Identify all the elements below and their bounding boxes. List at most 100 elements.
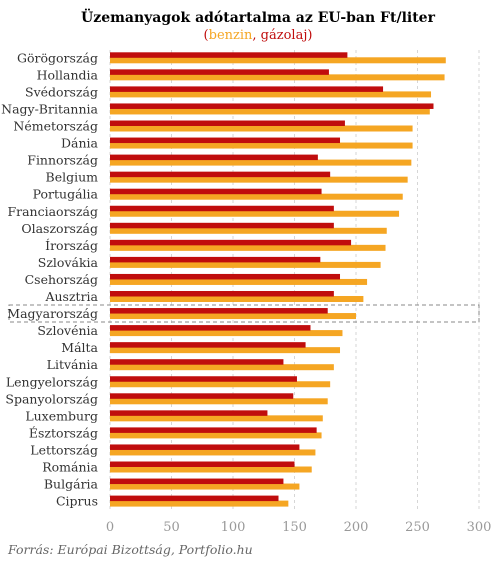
- source-note: Forrás: Európai Bizottság, Portfolio.hu: [7, 542, 253, 557]
- bar-gazolaj: [110, 325, 311, 331]
- category-label: Bulgária: [44, 477, 99, 492]
- category-label: Portugália: [33, 187, 99, 202]
- category-label: Finnország: [27, 153, 98, 168]
- bar-gazolaj: [110, 103, 434, 109]
- category-label: Svédország: [25, 84, 98, 99]
- bar-benzin: [110, 278, 368, 285]
- category-label: Szlovénia: [37, 323, 98, 338]
- bar-benzin: [110, 330, 343, 337]
- category-label: Szlovákia: [38, 255, 99, 270]
- category-label: Magyarország: [7, 306, 98, 321]
- category-label: Lengyelország: [6, 374, 98, 389]
- bar-gazolaj: [110, 52, 348, 58]
- category-label: Dánia: [61, 136, 99, 151]
- bar-gazolaj: [110, 393, 294, 399]
- subtitle-close: ): [307, 28, 312, 43]
- bar-gazolaj: [110, 444, 300, 450]
- category-label: Lettország: [30, 442, 98, 457]
- bar-gazolaj: [110, 273, 341, 280]
- bar-gazolaj: [110, 86, 384, 92]
- highlight-box: [8, 304, 480, 323]
- bar-gazolaj: [110, 495, 279, 502]
- bar-gazolaj: [110, 342, 306, 348]
- bar-gazolaj: [110, 188, 322, 195]
- category-labels: Görögország Hollandia Svédország Nagy-Brita…: [1, 50, 98, 508]
- category-label: Hollandia: [37, 67, 99, 82]
- category-label: Spanyolország: [5, 391, 98, 406]
- bar-benzin: [110, 483, 300, 490]
- bar-gazolaj: [110, 427, 317, 433]
- bar-gazolaj: [110, 461, 295, 467]
- category-label: Litvánia: [47, 357, 99, 372]
- subtitle-open: (: [204, 28, 209, 43]
- bar-benzin: [110, 108, 430, 115]
- x-tick-label: 0: [106, 520, 114, 535]
- bar-benzin: [110, 381, 331, 388]
- bar-benzin: [110, 296, 364, 302]
- bar-benzin: [110, 313, 356, 320]
- category-label: Franciaország: [7, 204, 98, 219]
- category-label: Észtország: [29, 425, 98, 440]
- category-label: Csehország: [25, 272, 98, 287]
- category-label: Belgium: [46, 170, 99, 185]
- category-label: Írország: [45, 238, 98, 253]
- chart-title: Üzemanyagok adótartalma az EU-ban Ft/lit…: [81, 7, 436, 26]
- bar-benzin: [110, 244, 386, 251]
- bar-gazolaj: [110, 222, 334, 229]
- bar-gazolaj: [110, 69, 329, 75]
- x-tick-label: 50: [163, 520, 180, 535]
- bar-benzin: [110, 210, 400, 217]
- bar-gazolaj: [110, 359, 284, 365]
- bar-gazolaj: [110, 120, 345, 126]
- category-label: Ciprus: [56, 494, 98, 509]
- category-label: Ausztria: [44, 289, 98, 304]
- bar-gazolaj: [110, 137, 341, 144]
- bar-gazolaj: [110, 291, 334, 297]
- subtitle-series-benzin: benzin: [209, 28, 253, 43]
- bar-benzin: [110, 57, 446, 64]
- bar-gazolaj: [110, 308, 328, 314]
- x-tick-label: 100: [221, 520, 246, 535]
- x-axis-ticks: 0 50 100 150 200 250 300: [106, 520, 492, 535]
- bar-gazolaj: [110, 256, 321, 263]
- bar-benzin: [110, 91, 432, 98]
- category-label: Luxemburg: [25, 408, 98, 423]
- bar-benzin: [110, 159, 412, 166]
- x-tick-label: 300: [467, 520, 492, 535]
- x-tick-label: 250: [405, 520, 430, 535]
- bar-benzin: [110, 415, 323, 422]
- category-label: Románia: [42, 460, 98, 475]
- category-label: Nagy-Britannia: [1, 101, 98, 116]
- bar-gazolaj: [110, 410, 268, 416]
- bars: [8, 52, 480, 507]
- bar-benzin: [110, 347, 341, 354]
- bar-benzin: [110, 398, 328, 405]
- bar-benzin: [110, 500, 289, 507]
- bar-benzin: [110, 432, 322, 439]
- x-tick-label: 200: [344, 520, 369, 535]
- bar-benzin: [110, 74, 445, 81]
- bar-gazolaj: [110, 239, 352, 246]
- bar-benzin: [110, 466, 312, 473]
- bar-benzin: [110, 364, 334, 371]
- bar-gazolaj: [110, 154, 318, 161]
- category-label: Németország: [13, 119, 98, 134]
- bar-gazolaj: [110, 171, 331, 178]
- bar-gazolaj: [110, 376, 297, 382]
- bar-benzin: [110, 227, 387, 234]
- bar-benzin: [110, 449, 316, 456]
- bar-benzin: [110, 261, 381, 268]
- subtitle-sep: ,: [252, 28, 260, 43]
- bar-benzin: [110, 176, 408, 183]
- bar-benzin: [110, 193, 403, 200]
- bar-gazolaj: [110, 478, 284, 485]
- subtitle-series-gazolaj: gázolaj: [261, 28, 308, 43]
- category-label: Olaszország: [21, 221, 98, 236]
- chart-subtitle: (benzin, gázolaj): [204, 28, 313, 43]
- bar-gazolaj: [110, 205, 334, 212]
- category-label: Málta: [61, 340, 98, 355]
- x-tick-label: 150: [282, 520, 307, 535]
- bar-benzin: [110, 125, 413, 132]
- category-label: Görögország: [17, 50, 98, 65]
